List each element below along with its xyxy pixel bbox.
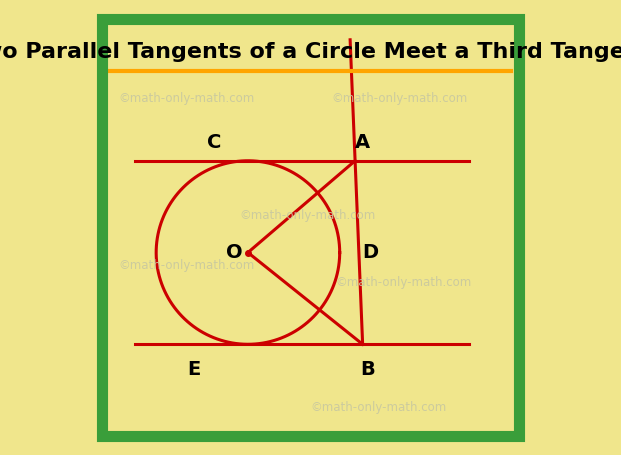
Text: B: B: [360, 360, 375, 379]
Text: E: E: [187, 360, 201, 379]
Text: C: C: [207, 132, 222, 152]
Text: ©math-only-math.com: ©math-only-math.com: [310, 401, 446, 414]
Text: ©math-only-math.com: ©math-only-math.com: [332, 92, 468, 106]
Text: A: A: [355, 132, 370, 152]
Text: Two Parallel Tangents of a Circle Meet a Third Tangent: Two Parallel Tangents of a Circle Meet a…: [0, 42, 621, 62]
Text: O: O: [226, 243, 243, 262]
Text: ©math-only-math.com: ©math-only-math.com: [119, 92, 255, 106]
Text: ©math-only-math.com: ©math-only-math.com: [119, 259, 255, 272]
Text: ©math-only-math.com: ©math-only-math.com: [335, 276, 472, 289]
Text: ©math-only-math.com: ©math-only-math.com: [240, 209, 376, 222]
Text: D: D: [363, 243, 379, 262]
